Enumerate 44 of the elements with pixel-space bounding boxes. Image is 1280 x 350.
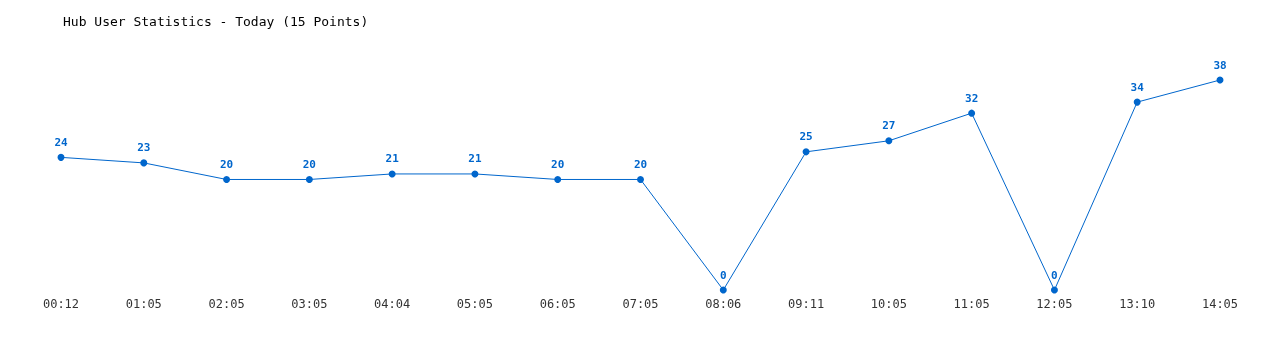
data-label: 21 <box>468 152 482 166</box>
data-label: 32 <box>965 91 979 105</box>
point <box>388 170 396 178</box>
x-tick-label: 00:12 <box>42 297 80 311</box>
point <box>140 159 148 167</box>
x-tick-label: 08:06 <box>705 297 742 311</box>
data-label: 20 <box>219 157 234 171</box>
point <box>305 175 313 183</box>
point <box>719 286 727 294</box>
point <box>802 148 810 156</box>
x-tick-label: 11:05 <box>953 297 990 311</box>
point <box>637 175 644 183</box>
x-tick-label: 14:05 <box>1201 297 1239 311</box>
x-tick-label: 05:05 <box>456 297 493 311</box>
point <box>968 109 976 117</box>
x-tick-label: 02:05 <box>208 297 245 311</box>
data-label: 24 <box>54 135 68 149</box>
data-label: 20 <box>551 157 565 171</box>
data-label: 38 <box>1213 58 1227 72</box>
point <box>1050 286 1058 294</box>
point <box>554 175 562 183</box>
data-label: 21 <box>385 152 400 166</box>
data-label: 0 <box>719 268 727 282</box>
data-label: 20 <box>633 157 648 171</box>
x-tick-label: 01:05 <box>125 297 162 311</box>
data-label: 0 <box>1051 268 1058 282</box>
point <box>885 137 893 145</box>
point <box>1133 98 1141 106</box>
x-tick-label: 07:05 <box>622 297 659 311</box>
x-tick-label: 06:05 <box>539 297 576 311</box>
x-tick-label: 12:05 <box>1036 297 1073 311</box>
data-label: 27 <box>882 119 896 133</box>
data-label: 34 <box>1130 80 1145 94</box>
data-label: 20 <box>302 157 316 171</box>
x-tick-label: 10:05 <box>870 297 907 311</box>
x-tick-label: 04:04 <box>374 297 411 311</box>
point <box>57 153 65 161</box>
x-tick-label: 13:10 <box>1119 297 1156 311</box>
x-tick-label: 03:05 <box>291 297 328 311</box>
point <box>223 175 231 183</box>
data-label: 25 <box>799 130 813 144</box>
x-tick-label: 09:11 <box>788 297 825 311</box>
data-label: 23 <box>137 141 151 155</box>
chart-title: Hub User Statistics - Today (15 Points) <box>63 14 369 29</box>
